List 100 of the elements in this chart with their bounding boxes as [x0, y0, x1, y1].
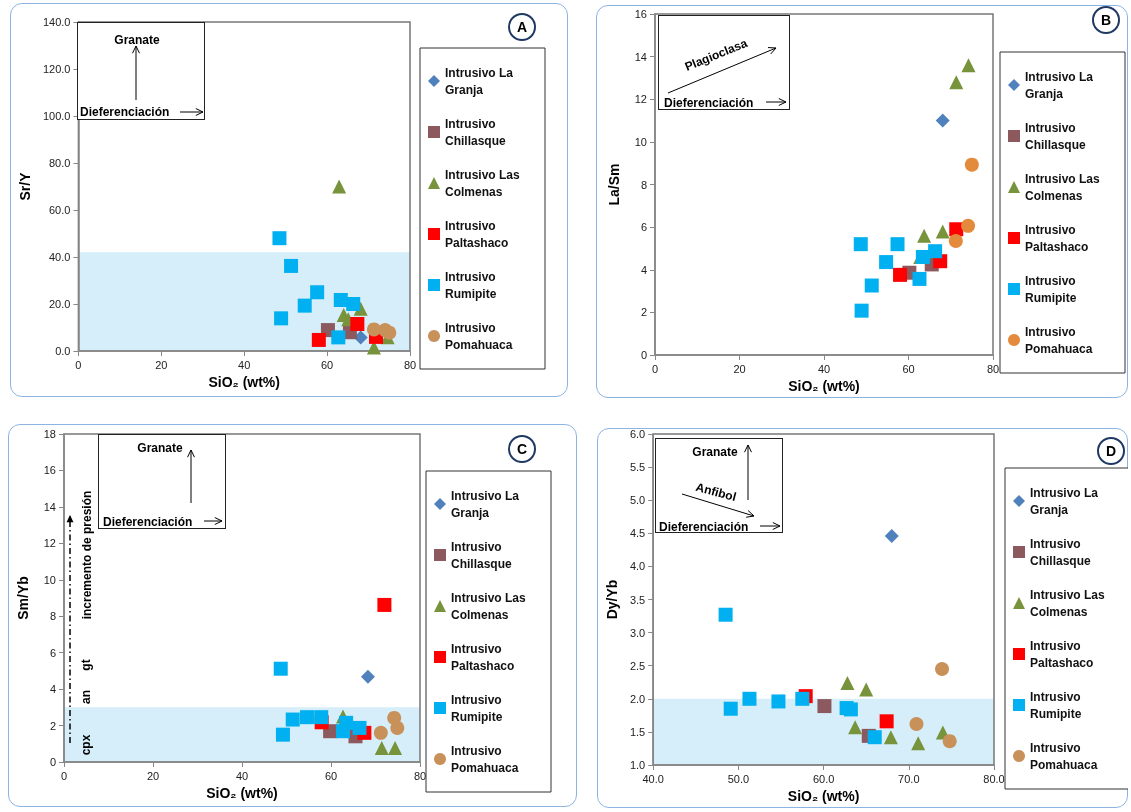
point [853, 237, 868, 252]
point [893, 267, 908, 282]
x-tick-label: 70.0 [898, 772, 920, 785]
legend-label: Intrusivo La Granja [1030, 485, 1102, 517]
y-tick-label: 2 [640, 306, 647, 319]
point [935, 224, 950, 239]
x-tick-label: 40 [817, 362, 831, 375]
x-tick-label: 20 [146, 769, 160, 782]
point [373, 725, 388, 740]
y-tick-label: 80.0 [49, 157, 71, 169]
point [339, 715, 354, 730]
y-tick-label: 2 [49, 719, 56, 732]
text: B [1092, 6, 1120, 34]
y-tick-label: 2.0 [629, 692, 646, 705]
legend-label: Intrusivo Las Colmenas [445, 167, 524, 199]
annotation: Granate [137, 441, 183, 455]
point [884, 528, 899, 543]
point [388, 740, 403, 755]
annotation: incremento de presión [80, 490, 94, 620]
annotation: Granate [114, 33, 160, 47]
legend-label: Intrusivo Las Colmenas [451, 590, 530, 622]
annotation: gt [79, 659, 93, 671]
point [352, 720, 367, 735]
point [272, 231, 287, 246]
x-tick-label: 60 [320, 358, 334, 371]
point [285, 712, 300, 727]
x-axis-title: SiO₂ (wt%) [788, 378, 860, 394]
legend-label: Intrusivo Pomahuaca [451, 743, 519, 775]
legend-label: Intrusivo Las Colmenas [1030, 587, 1109, 619]
point [909, 716, 924, 731]
point [854, 303, 869, 318]
x-tick-label: 60 [902, 362, 915, 375]
point [935, 113, 950, 128]
y-tick-label: 18 [43, 428, 56, 440]
annotation: an [79, 689, 93, 705]
point [331, 330, 346, 345]
point [360, 669, 375, 684]
x-tick-label: 20 [155, 358, 168, 371]
point [883, 730, 898, 745]
x-tick-label: 40 [238, 358, 251, 371]
y-axis-title: Sr/Y [17, 171, 33, 201]
y-tick-label: 4.5 [629, 527, 646, 540]
point [299, 710, 314, 725]
y-axis-title: Dy/Yb [604, 579, 620, 620]
text: C [508, 435, 536, 463]
point [949, 75, 964, 90]
point [284, 258, 299, 273]
point [859, 682, 874, 697]
legend-label: Intrusivo Chillasque [1030, 536, 1092, 568]
point [961, 218, 976, 233]
y-tick-label: 8 [49, 610, 56, 623]
point [935, 662, 950, 677]
legend-label: Intrusivo La Granja [451, 488, 523, 520]
legend-label: Intrusivo Paltashaco [1025, 222, 1089, 254]
x-tick-label: 0 [75, 358, 82, 371]
y-tick-label: 1.5 [629, 725, 646, 738]
y-tick-label: 20.0 [49, 298, 71, 310]
y-tick-label: 10 [634, 135, 647, 148]
x-tick-label: 50.0 [727, 772, 750, 785]
legend-label: Intrusivo La Granja [1025, 69, 1097, 101]
legend-label: Intrusivo Chillasque [1025, 120, 1087, 152]
point [879, 255, 894, 270]
y-tick-label: 0.0 [55, 345, 71, 357]
y-tick-label: 14 [43, 500, 56, 513]
legend-label: Intrusivo Rumipite [445, 269, 500, 301]
annotation: Dieferenciación [80, 105, 170, 119]
y-tick-label: 3.5 [629, 593, 646, 606]
point [964, 157, 979, 172]
legend-label: Intrusivo Rumipite [1030, 689, 1085, 721]
point [382, 325, 397, 340]
y-tick-label: 2.5 [629, 659, 646, 672]
y-tick-label: 14 [634, 50, 647, 63]
annotation: Anfibol [694, 479, 738, 505]
legend-label: Intrusivo La Granja [445, 65, 517, 97]
annotation: Dieferenciación [659, 520, 749, 534]
legend-label: Intrusivo Las Colmenas [1025, 171, 1104, 203]
annotation: cpx [79, 734, 93, 756]
point [848, 720, 863, 735]
point [890, 237, 905, 252]
point [297, 298, 312, 313]
point [817, 699, 832, 714]
y-tick-label: 12 [634, 93, 647, 106]
text: D [1097, 437, 1125, 465]
point [353, 330, 368, 345]
point [879, 714, 894, 729]
point [961, 58, 976, 73]
y-tick-label: 5.0 [629, 494, 646, 507]
y-tick-label: 6 [640, 221, 647, 234]
point [864, 278, 879, 293]
point [917, 228, 932, 243]
point [374, 740, 389, 755]
legend-label: Intrusivo Chillasque [445, 116, 507, 148]
y-tick-label: 5.5 [629, 461, 646, 474]
point [350, 316, 365, 331]
point [332, 179, 347, 194]
point [273, 661, 288, 676]
point [377, 597, 392, 612]
point [346, 297, 361, 311]
y-tick-label: 0 [49, 756, 56, 768]
point [314, 710, 329, 725]
